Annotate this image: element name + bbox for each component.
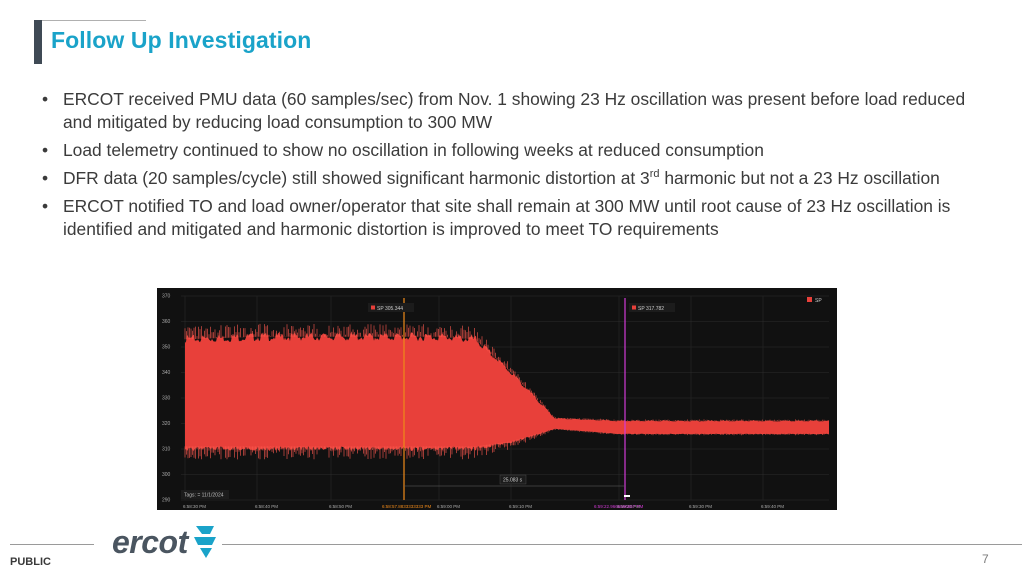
delta-label-box (499, 474, 527, 485)
cursor-2-marker (624, 495, 630, 497)
cursor-1-value: SP 305.344 (377, 306, 403, 312)
x-tick-label: 6:58:30 PM (183, 504, 206, 509)
signal-band (185, 332, 829, 451)
title-accent-bar (34, 20, 42, 64)
delta-label: 25.083 s (503, 478, 523, 484)
bullet-dot: • (42, 168, 49, 188)
bullet-text-post: harmonic but not a 23 Hz oscillation (659, 168, 940, 188)
bullet-item: • Load telemetry continued to show no osc… (40, 139, 970, 162)
bullet-item: • DFR data (20 samples/cycle) still showe… (40, 167, 970, 190)
x-tick-label: 6:59:00 PM (437, 504, 460, 509)
tags-box (181, 490, 229, 499)
x-tick-label: 6:58:50 PM (329, 504, 352, 509)
footer-rule-left (10, 544, 94, 545)
x-axis-ticks: 6:58:30 PM 6:58:40 PM 6:58:50 PM 6:59:00 PM… (183, 504, 784, 509)
cursor-2-value: SP 317.782 (638, 306, 664, 312)
logo-mark-icon (193, 526, 216, 558)
bullet-text-pre: DFR data (20 samples/cycle) still showed… (63, 168, 650, 188)
y-tick-label: 300 (162, 472, 171, 478)
cursor-2-time: 6:59:22.9666666667 PM (594, 504, 644, 509)
tags-label: Tags: = 11/1/2024 (184, 493, 224, 499)
x-tick-label: 6:59:20 PM (617, 504, 640, 509)
title-rule (42, 20, 146, 21)
cursor-2-label-box (629, 303, 675, 312)
bullet-text: ERCOT notified TO and load owner/operato… (63, 196, 951, 239)
bullet-text: Load telemetry continued to show no osci… (63, 140, 764, 160)
cursor-1-swatch (371, 305, 375, 310)
bullet-item: • ERCOT notified TO and load owner/operat… (40, 195, 970, 241)
y-tick-label: 350 (162, 345, 171, 351)
x-tick-label: 6:58:40 PM (255, 504, 278, 509)
bullet-dot: • (42, 196, 49, 216)
bullet-list: • ERCOT received PMU data (60 samples/sec… (40, 88, 970, 246)
cursor-1-label-box (368, 303, 414, 312)
y-axis-ticks: 370 360 350 340 330 320 310 300 290 (162, 294, 171, 504)
cursor-2-swatch (632, 305, 636, 310)
legend-swatch (807, 297, 812, 302)
y-tick-label: 340 (162, 370, 171, 376)
bullet-superscript: rd (649, 168, 660, 180)
bullet-item: • ERCOT received PMU data (60 samples/sec… (40, 88, 970, 134)
signal-noise (184, 323, 829, 460)
y-tick-label: 360 (162, 319, 171, 325)
ercot-logo: ercot (112, 522, 220, 562)
y-tick-label: 310 (162, 447, 171, 453)
y-tick-label: 290 (162, 498, 171, 504)
page-number: 7 (982, 552, 989, 566)
y-tick-label: 370 (162, 294, 171, 300)
classification-label: PUBLIC (10, 556, 51, 568)
legend-label: SP (815, 298, 822, 304)
footer-rule-right (222, 544, 1022, 545)
logo-wordmark: ercot (112, 523, 188, 560)
y-tick-label: 330 (162, 396, 171, 402)
bullet-dot: • (42, 140, 49, 160)
slide-title: Follow Up Investigation (51, 27, 312, 53)
bullet-dot: • (42, 89, 49, 109)
bullet-text: ERCOT received PMU data (60 samples/sec)… (63, 89, 966, 132)
cursor-1-time: 6:58:57.8833333333 PM (382, 504, 432, 509)
x-tick-label: 6:59:40 PM (761, 504, 784, 509)
x-tick-label: 6:59:10 PM (509, 504, 532, 509)
x-tick-label: 6:59:30 PM (689, 504, 712, 509)
y-tick-label: 320 (162, 421, 171, 427)
